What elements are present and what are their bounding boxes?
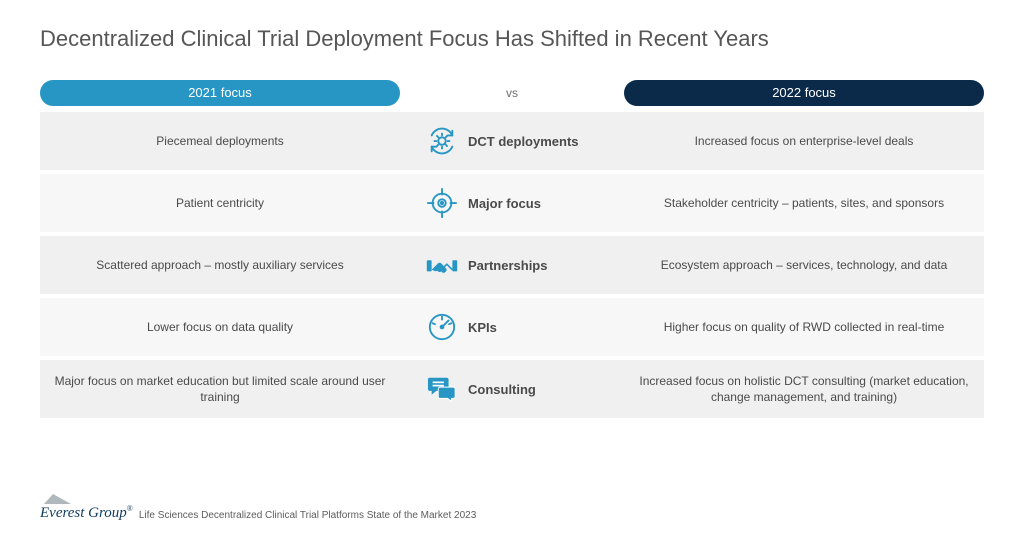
page-title: Decentralized Clinical Trial Deployment … bbox=[40, 26, 984, 52]
cell-2022: Increased focus on holistic DCT consulti… bbox=[624, 365, 984, 413]
brand-second-word: Group bbox=[88, 505, 127, 521]
table-row: Scattered approach – mostly auxiliary se… bbox=[40, 236, 984, 294]
cell-2021: Major focus on market education but limi… bbox=[40, 365, 400, 413]
brand-first-word: Everest bbox=[40, 505, 84, 521]
cell-2021: Patient centricity bbox=[40, 187, 400, 219]
category-label: KPIs bbox=[468, 320, 497, 335]
handshake-icon bbox=[426, 249, 458, 281]
footer: Everest Group® Life Sciences Decentraliz… bbox=[40, 494, 476, 522]
category-label: Major focus bbox=[468, 196, 541, 211]
cell-2021: Lower focus on data quality bbox=[40, 311, 400, 343]
cell-2022: Higher focus on quality of RWD collected… bbox=[624, 311, 984, 343]
target-icon bbox=[426, 187, 458, 219]
cell-2022: Ecosystem approach – services, technolog… bbox=[624, 249, 984, 281]
cell-category: Partnerships bbox=[400, 249, 624, 281]
table-row: Piecemeal deployments DCT deployments In… bbox=[40, 112, 984, 170]
cell-2022: Stakeholder centricity – patients, sites… bbox=[624, 187, 984, 219]
table-row: Patient centricity Major focus Stakehold… bbox=[40, 174, 984, 232]
cell-2021: Piecemeal deployments bbox=[40, 125, 400, 157]
footer-credit: Life Sciences Decentralized Clinical Tri… bbox=[139, 510, 476, 522]
category-label: Partnerships bbox=[468, 258, 547, 273]
table-header-row: 2021 focus vs 2022 focus bbox=[40, 80, 984, 106]
cell-category: KPIs bbox=[400, 311, 624, 343]
chat-icon bbox=[426, 373, 458, 405]
header-left-pill: 2021 focus bbox=[40, 80, 400, 106]
brand-logo: Everest Group® bbox=[40, 494, 133, 522]
table-row: Major focus on market education but limi… bbox=[40, 360, 984, 418]
cell-category: DCT deployments bbox=[400, 125, 624, 157]
cell-2022: Increased focus on enterprise-level deal… bbox=[624, 125, 984, 157]
table-row: Lower focus on data quality KPIs Higher … bbox=[40, 298, 984, 356]
comparison-table: 2021 focus vs 2022 focus Piecemeal deplo… bbox=[40, 80, 984, 418]
gear-cycle-icon bbox=[426, 125, 458, 157]
gauge-icon bbox=[426, 311, 458, 343]
brand-registered-mark: ® bbox=[127, 504, 133, 513]
header-right-pill: 2022 focus bbox=[624, 80, 984, 106]
category-label: DCT deployments bbox=[468, 134, 579, 149]
cell-category: Consulting bbox=[400, 373, 624, 405]
cell-2021: Scattered approach – mostly auxiliary se… bbox=[40, 249, 400, 281]
cell-category: Major focus bbox=[400, 187, 624, 219]
category-label: Consulting bbox=[468, 382, 536, 397]
header-vs-label: vs bbox=[400, 86, 624, 100]
